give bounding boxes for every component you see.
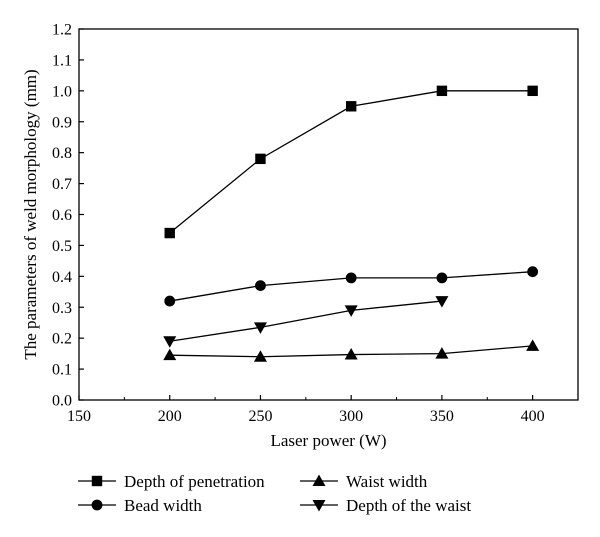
- series-line: [169, 300, 442, 342]
- data-point: [253, 350, 267, 362]
- x-tick-label: 150: [67, 408, 91, 425]
- legend-label: Depth of penetration: [124, 472, 265, 491]
- y-tick-label: 0.7: [52, 176, 72, 193]
- data-point: [344, 305, 358, 317]
- y-tick-label: 0.4: [52, 269, 72, 286]
- data-point: [344, 348, 358, 360]
- x-axis-title: Laser power (W): [270, 431, 386, 450]
- x-tick-label: 200: [158, 408, 182, 425]
- y-tick-label: 0.6: [52, 207, 72, 224]
- data-point: [163, 336, 177, 348]
- legend-label: Depth of the waist: [346, 496, 471, 515]
- data-point: [435, 296, 449, 308]
- y-tick-label: 0.8: [52, 145, 72, 162]
- legend-item: Depth of the waist: [300, 496, 471, 515]
- legend-item: Waist width: [300, 472, 428, 491]
- data-point: [164, 227, 175, 239]
- x-tick-label: 250: [248, 408, 272, 425]
- data-point: [436, 272, 448, 284]
- axes: 150 200 250 300 350 400 0.0 0.1 0.2 0.3 0.4 0.5 0.6 0…: [52, 22, 545, 426]
- data-point: [345, 101, 357, 112]
- series-circle: [164, 266, 539, 307]
- y-tick-label: 1.1: [52, 52, 72, 69]
- y-tick-label: 0.5: [52, 238, 72, 255]
- data-point: [255, 280, 266, 292]
- data-point: [526, 339, 540, 351]
- x-tick-label: 400: [521, 408, 545, 425]
- y-tick-label: 0.3: [52, 300, 72, 317]
- legend-label: Bead width: [124, 496, 202, 515]
- legend: Depth of penetration Bead width Waist widt…: [78, 472, 471, 515]
- y-tick-label: 0.2: [52, 331, 72, 348]
- y-tick-label: 0.9: [52, 114, 72, 131]
- legend-marker: [91, 499, 103, 511]
- y-tick-label: 1.0: [52, 83, 72, 100]
- plot-frame: [78, 28, 579, 401]
- series-triangle-down: [163, 296, 449, 348]
- data-point: [164, 295, 176, 307]
- data-point: [163, 348, 177, 361]
- y-tick-label: 0.0: [52, 393, 72, 410]
- legend-item: Depth of penetration: [78, 472, 265, 491]
- data-point: [527, 85, 538, 97]
- y-axis-title: The parameters of weld morphology (mm): [21, 69, 40, 359]
- data-point: [527, 266, 539, 278]
- x-tick-label: 350: [430, 408, 454, 425]
- legend-item: Bead width: [78, 496, 202, 515]
- legend-marker: [91, 475, 103, 487]
- series-square: [164, 85, 538, 239]
- data-point: [255, 153, 266, 165]
- data-point: [436, 85, 448, 97]
- series-group: [163, 85, 540, 362]
- data-point: [253, 322, 267, 334]
- series-line: [169, 90, 533, 234]
- y-tick-label: 1.2: [52, 22, 72, 39]
- legend-marker: [312, 474, 326, 486]
- data-point: [345, 272, 357, 284]
- data-point: [435, 347, 449, 359]
- x-tick-label: 300: [339, 408, 363, 425]
- legend-label: Waist width: [346, 472, 428, 491]
- series-triangle-up: [163, 339, 540, 362]
- legend-marker: [312, 500, 326, 512]
- y-tick-label: 0.1: [52, 362, 72, 379]
